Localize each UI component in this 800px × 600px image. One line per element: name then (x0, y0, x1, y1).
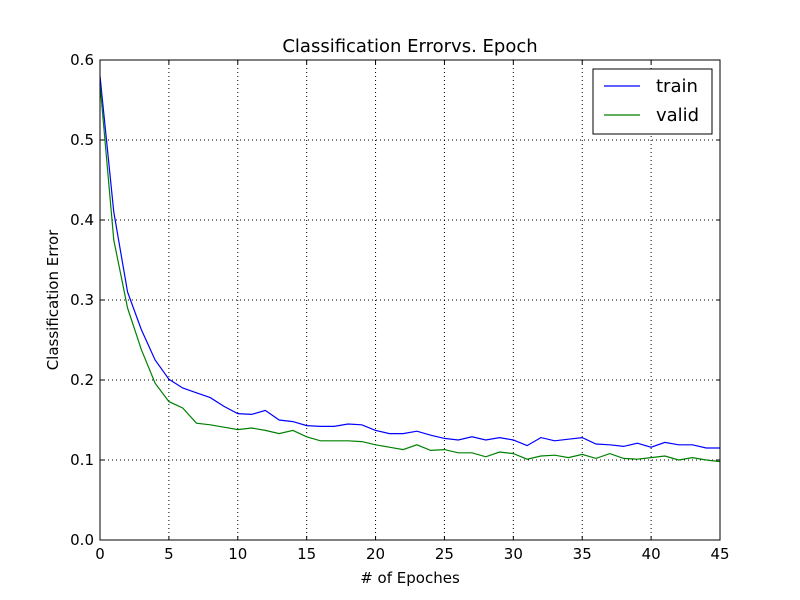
legend-label-valid: valid (656, 105, 699, 126)
x-tick-labels: 0 5 10 15 20 25 30 35 40 45 (95, 545, 729, 563)
y-tick-labels: 0.0 0.1 0.2 0.3 0.4 0.5 0.6 (70, 51, 94, 549)
y-tick-label: 0.6 (70, 51, 94, 69)
x-tick-label: 0 (95, 545, 105, 563)
x-axis-label: # of Epoches (360, 569, 460, 587)
legend-box (592, 68, 713, 135)
x-tick-label: 30 (504, 545, 523, 563)
x-tick-label: 35 (573, 545, 592, 563)
series-line-train (99, 75, 720, 449)
y-tick-label: 0.2 (70, 371, 94, 389)
x-tick-label: 10 (228, 545, 247, 563)
x-tick-label: 45 (710, 545, 729, 563)
series-line-valid (99, 83, 721, 463)
series-lines (99, 75, 721, 463)
y-tick-label: 0.4 (70, 211, 94, 229)
chart-title: Classification Errorvs. Epoch (282, 36, 537, 57)
y-tick-label: 0.5 (70, 131, 94, 149)
x-tick-label: 15 (297, 545, 316, 563)
y-tick-label: 0.1 (70, 451, 94, 469)
y-axis-label: Classification Error (44, 229, 62, 370)
legend-label-train: train (656, 76, 698, 97)
y-tick-label: 0.3 (70, 291, 94, 309)
legend: train valid (592, 68, 713, 135)
axis-ticks (99, 59, 721, 541)
x-tick-label: 20 (366, 545, 385, 563)
x-tick-label: 40 (642, 545, 661, 563)
y-tick-label: 0.0 (70, 531, 94, 549)
x-tick-label: 5 (164, 545, 174, 563)
x-tick-label: 25 (435, 545, 454, 563)
